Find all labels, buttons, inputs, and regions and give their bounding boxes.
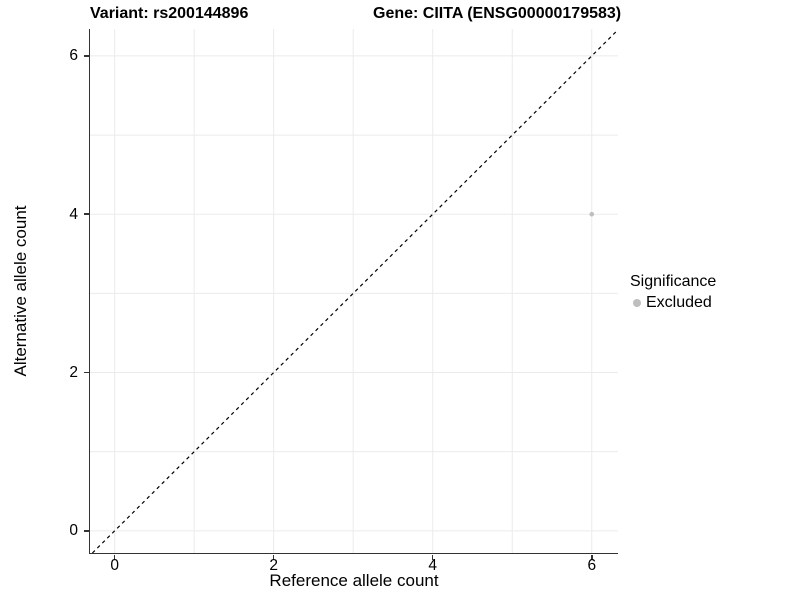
- x-axis-label: Reference allele count: [269, 571, 439, 590]
- legend: Significance Excluded: [630, 272, 716, 312]
- data-point: [588, 211, 594, 217]
- x-tick-label: 4: [428, 557, 438, 574]
- y-tick-label: 6: [69, 47, 78, 65]
- y-tick-label: 2: [69, 364, 78, 382]
- plot-title-variant: Variant: rs200144896: [90, 5, 249, 22]
- y-tick-label: 0: [69, 522, 78, 540]
- legend-item: Excluded: [633, 294, 716, 312]
- y-tick-label: 4: [69, 205, 78, 223]
- y-tick-mark: [83, 55, 89, 57]
- plot-title-gene: Gene: CIITA (ENSG00000179583): [373, 5, 622, 22]
- x-tick-mark: [113, 554, 116, 560]
- x-tick-mark: [591, 554, 593, 560]
- y-tick-mark: [83, 213, 89, 215]
- x-tick-label: 0: [110, 557, 119, 574]
- legend-key-dot: [633, 299, 641, 307]
- legend-item-label: Excluded: [646, 294, 712, 311]
- legend-title: Significance: [630, 273, 717, 290]
- x-tick-mark: [272, 554, 275, 560]
- chart-canvas: [89, 29, 618, 553]
- plot-panel: [88, 29, 618, 554]
- y-tick-mark: [83, 530, 89, 532]
- y-axis-label: Alternative allele count: [11, 205, 30, 377]
- x-tick-mark: [431, 554, 434, 560]
- x-tick-label: 6: [587, 557, 597, 574]
- x-tick-label: 2: [269, 557, 278, 574]
- y-tick-mark: [83, 371, 89, 374]
- identity-line: [91, 29, 618, 553]
